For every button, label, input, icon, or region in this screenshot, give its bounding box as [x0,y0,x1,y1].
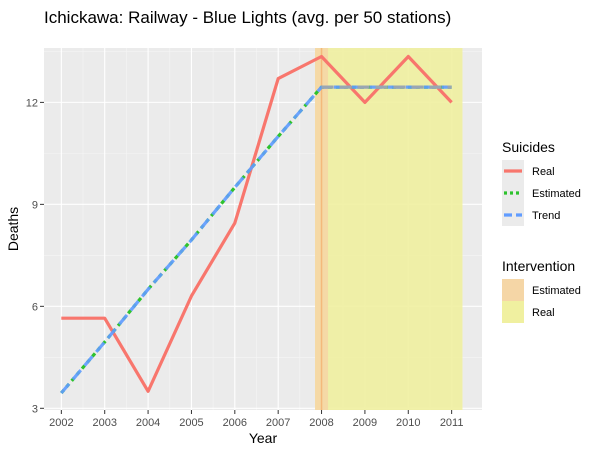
legend-label: Estimated [532,188,581,200]
legend-label: Estimated [532,285,581,297]
x-tick-label: 2008 [309,417,333,429]
y-axis: 3 6 9 12 [26,97,44,415]
legend-key-band-estimated [502,279,524,301]
x-axis-title: Year [249,430,278,446]
legend-title-intervention: Intervention [502,258,575,274]
x-tick-label: 2004 [136,417,160,429]
chart-title: Ichickawa: Railway - Blue Lights (avg. p… [44,8,451,27]
series-line-trend [60,85,452,395]
legend-key-band-real [502,301,524,323]
legend-title-suicides: Suicides [502,139,555,155]
legend: Suicides Real Estimated Trend Intervention Es… [502,139,581,323]
x-tick-label: 2005 [179,417,203,429]
y-tick-label: 6 [32,301,38,313]
series-lines [60,54,453,395]
x-tick-label: 2007 [266,417,290,429]
x-tick-label: 2011 [440,417,464,429]
legend-label: Real [532,307,555,319]
x-axis: 2002 2003 2004 2005 2006 2007 2008 2009 2010 2011 [49,410,463,429]
x-tick-label: 2003 [92,417,116,429]
legend-label: Real [532,166,555,178]
intervention-band-real [315,48,463,410]
y-tick-label: 12 [26,97,38,109]
x-tick-label: 2002 [49,417,73,429]
intervention-bands [315,48,463,410]
x-tick-label: 2010 [396,417,420,429]
x-tick-label: 2009 [353,417,377,429]
legend-label: Trend [532,210,560,222]
y-axis-title: Deaths [5,207,21,251]
series-line-real [61,54,453,393]
y-tick-label: 3 [32,403,38,415]
x-tick-label: 2006 [223,417,247,429]
legend-key-bg [502,204,524,226]
y-tick-label: 9 [32,199,38,211]
